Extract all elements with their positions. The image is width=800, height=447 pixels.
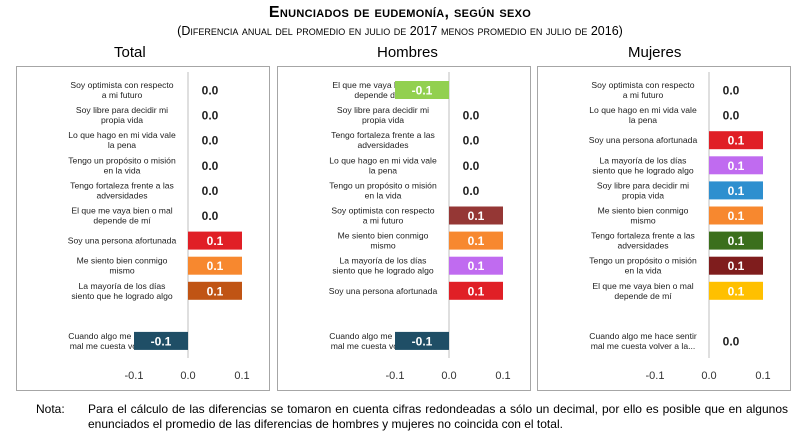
category-label: Soy optimista con respecto a mi futuro	[331, 206, 434, 226]
bar	[134, 331, 188, 350]
data-label: 0.0	[202, 109, 219, 123]
data-label: 0.1	[207, 234, 224, 248]
footnote-label: Nota:	[36, 402, 65, 416]
category-label: Tengo fortaleza frente a las adversidades	[331, 130, 435, 150]
category-label: Soy una persona afortunada	[589, 135, 698, 145]
panel-frame	[537, 66, 791, 391]
bar	[709, 131, 763, 150]
panel-title-hombres: Hombres	[377, 44, 438, 61]
data-label: -0.1	[412, 334, 433, 348]
data-label: 0.1	[728, 209, 745, 223]
category-label: El que me vaya bien o mal depende de mí	[71, 206, 172, 226]
category-label: Cuando algo me hace sentir mal me cuesta …	[329, 331, 437, 351]
data-label: 0.0	[723, 334, 740, 348]
panel-title-mujeres: Mujeres	[628, 44, 682, 61]
data-label: 0.1	[728, 134, 745, 148]
data-label: 0.0	[202, 159, 219, 173]
footnote-text: Para el cálculo de las diferencias se to…	[88, 402, 788, 431]
category-label: Tengo fortaleza frente a las adversidades	[70, 180, 174, 200]
x-tick-label: 0.1	[234, 370, 249, 382]
x-tick-label: 0.1	[495, 370, 510, 382]
data-label: -0.1	[412, 84, 433, 98]
bar	[709, 231, 763, 250]
bar	[449, 206, 503, 225]
x-tick-label: 0.1	[755, 370, 770, 382]
bar	[709, 181, 763, 200]
chart-title: Enunciados de eudemonía, según sexo	[268, 4, 532, 21]
data-label: 0.0	[463, 184, 480, 198]
category-label: Lo que hago en mi vida vale la pena	[68, 130, 176, 150]
data-label: 0.1	[728, 234, 745, 248]
data-label: 0.0	[723, 109, 740, 123]
data-label: 0.0	[463, 134, 480, 148]
data-label: 0.1	[728, 284, 745, 298]
category-label: La mayoría de los días siento que he logr…	[592, 155, 694, 175]
data-label: 0.1	[468, 209, 485, 223]
data-label: 0.0	[463, 109, 480, 123]
bar	[188, 231, 242, 250]
x-tick-label: -0.1	[646, 370, 665, 382]
data-label: 0.0	[202, 184, 219, 198]
bar	[188, 256, 242, 275]
data-label: 0.0	[202, 134, 219, 148]
category-label: Soy libre para decidir mi propia vida	[76, 105, 168, 125]
bar	[709, 281, 763, 300]
x-tick-label: 0.0	[441, 370, 456, 382]
data-label: 0.0	[723, 84, 740, 98]
chart-panel-hombres: El que me vaya bien o mal depende de mí -0…	[277, 66, 531, 391]
x-tick-label: -0.1	[386, 370, 405, 382]
chart-panel-mujeres: Soy optimista con respecto a mi futuro 0.0…	[537, 66, 791, 391]
bar	[449, 231, 503, 250]
data-label: 0.0	[202, 209, 219, 223]
data-label: 0.1	[728, 184, 745, 198]
bar	[709, 256, 763, 275]
category-label: Soy libre para decidir mi propia vida	[597, 180, 689, 200]
category-label: Cuando algo me hace sentir mal me cuesta …	[68, 331, 176, 351]
data-label: 0.1	[207, 259, 224, 273]
category-label: Lo que hago en mi vida vale la pena	[329, 155, 437, 175]
category-label: Me siento bien conmigo mismo	[598, 206, 689, 226]
category-label: Cuando algo me hace sentir mal me cuesta …	[589, 331, 697, 351]
chart-subtitle: (Diferencia anual del promedio en julio …	[177, 24, 623, 38]
category-label: Soy optimista con respecto a mi futuro	[70, 80, 173, 100]
category-label: La mayoría de los días siento que he logr…	[332, 256, 434, 276]
data-label: 0.0	[202, 84, 219, 98]
data-label: 0.0	[463, 159, 480, 173]
data-label: -0.1	[151, 334, 172, 348]
data-label: 0.1	[728, 159, 745, 173]
bar	[709, 206, 763, 225]
bar	[449, 281, 503, 300]
category-label: Lo que hago en mi vida vale la pena	[589, 105, 697, 125]
data-label: 0.1	[468, 259, 485, 273]
chart-panel-total: Soy optimista con respecto a mi futuro 0.0…	[16, 66, 270, 391]
panel-title-total: Total	[114, 44, 146, 61]
category-label: Soy optimista con respecto a mi futuro	[591, 80, 694, 100]
bar	[709, 156, 763, 175]
category-label: Soy una persona afortunada	[68, 236, 177, 246]
bar	[188, 281, 242, 300]
category-label: Tengo un propósito o misión en la vida	[589, 256, 697, 276]
x-tick-label: 0.0	[180, 370, 195, 382]
category-label: Tengo un propósito o misión en la vida	[68, 155, 176, 175]
category-label: Soy una persona afortunada	[329, 286, 438, 296]
category-label: El que me vaya bien o mal depende de mí	[592, 281, 693, 301]
data-label: 0.1	[207, 284, 224, 298]
category-label: La mayoría de los días siento que he logr…	[71, 281, 173, 301]
x-tick-label: 0.0	[701, 370, 716, 382]
category-label: El que me vaya bien o mal depende de mí	[332, 80, 433, 100]
category-label: Soy libre para decidir mi propia vida	[337, 105, 429, 125]
category-label: Tengo un propósito o misión en la vida	[329, 180, 437, 200]
data-label: 0.1	[468, 234, 485, 248]
category-label: Tengo fortaleza frente a las adversidades	[591, 231, 695, 251]
category-label: Me siento bien conmigo mismo	[338, 231, 429, 251]
x-tick-label: -0.1	[125, 370, 144, 382]
data-label: 0.1	[728, 259, 745, 273]
bar	[449, 256, 503, 275]
bar	[395, 81, 449, 99]
category-label: Me siento bien conmigo mismo	[77, 256, 168, 276]
data-label: 0.1	[468, 284, 485, 298]
bar	[395, 331, 449, 350]
